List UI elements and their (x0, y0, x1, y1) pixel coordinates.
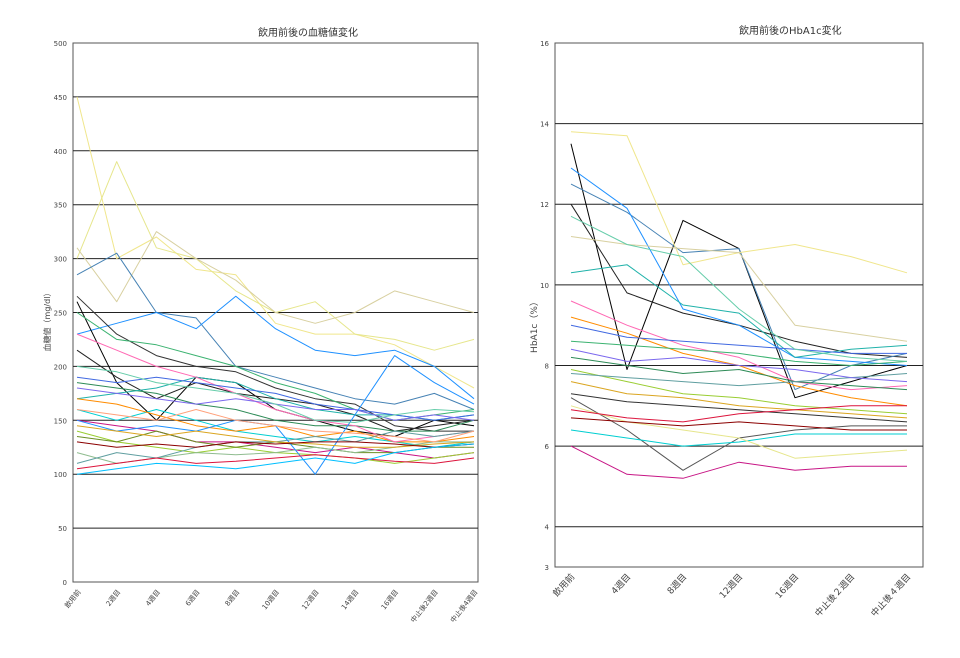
y-tick-label: 250 (54, 310, 67, 318)
series-line-3 (570, 183, 908, 391)
x-tick-label: 中止後４週目 (868, 571, 913, 619)
series-line-27 (76, 365, 475, 423)
x-tick-label: 10週目 (260, 588, 281, 612)
series-line-7 (570, 264, 908, 358)
x-tick-label: 中止後２週目 (812, 571, 857, 619)
series-line-17 (570, 445, 907, 479)
x-tick-label: 16週目 (773, 572, 801, 601)
x-tick-label: 16週目 (379, 588, 400, 612)
series-line-8 (76, 295, 474, 432)
y-tick-label: 500 (54, 40, 67, 48)
x-tick-label: 6週目 (183, 588, 201, 608)
series-line-25 (76, 443, 475, 475)
series-line-12 (76, 409, 475, 448)
blood-glucose-chart-panel: 飲用前後の血糖値変化 0 50 100 150 200 250 300 350 400 450 50… (42, 28, 480, 625)
y-tick-label: 350 (54, 202, 67, 210)
x-tick-label: 中止後4週目 (448, 588, 479, 625)
x-tick-label: 12週目 (717, 572, 745, 601)
series-line-18 (76, 441, 474, 464)
plot-frame (554, 42, 924, 568)
y-tick-label: 4 (545, 524, 550, 532)
y-tick-label: 6 (545, 443, 550, 451)
y-tick-label: 12 (540, 201, 549, 209)
x-tick-label: 8週目 (223, 588, 241, 608)
x-tick-label: 飲用前 (63, 588, 83, 610)
y-tick-label: 8 (545, 362, 549, 370)
y-tick-label: 150 (54, 417, 67, 425)
series-line-20 (570, 405, 907, 423)
y-tick-label: 100 (54, 471, 67, 479)
y-tick-label: 0 (63, 579, 67, 587)
x-tick-label: 8週目 (665, 572, 689, 597)
x-tick-label: 飲用前 (550, 571, 577, 599)
series-line-3 (76, 231, 475, 324)
y-tick-label: 16 (540, 40, 549, 48)
series-line-11 (570, 356, 908, 391)
x-tick-label: 中止後2週目 (408, 588, 439, 625)
series-line-13 (570, 381, 908, 419)
x-tick-label: 4週目 (609, 572, 633, 597)
series-line-28 (76, 409, 475, 443)
y-tick-label: 50 (58, 525, 67, 533)
x-tick-label: 4週目 (144, 588, 162, 608)
series-line-21 (570, 417, 907, 431)
series-line-2 (76, 161, 475, 351)
series-line-1 (570, 143, 908, 399)
series-line-12 (570, 369, 908, 415)
series-line-14 (76, 333, 475, 443)
series-line-22 (76, 425, 475, 448)
hba1c-chart-panel: 飲用前後のHbA1c変化 3 4 6 8 10 12 14 16 HbA1c（%） 飲用前 4週目 8… (495, 0, 960, 658)
series-line-23 (76, 454, 475, 470)
y-axis-label: 血糖値（mg/dl） (42, 289, 52, 352)
series-line-10 (570, 340, 908, 366)
y-tick-label: 14 (540, 121, 549, 129)
y-tick-label: 200 (54, 363, 67, 371)
x-tick-label: 14週目 (339, 588, 360, 612)
y-tick-label: 450 (54, 94, 67, 102)
series-line-14 (570, 393, 908, 423)
y-tick-label: 400 (54, 148, 67, 156)
series-line-15 (76, 419, 475, 459)
series-line-8 (570, 300, 908, 391)
y-axis-label: HbA1c（%） (529, 297, 540, 353)
hba1c-chart-title: 飲用前後のHbA1c変化 (739, 26, 842, 37)
series-line-4 (76, 252, 475, 410)
series-line-10 (76, 382, 475, 432)
series-line-24 (76, 441, 475, 448)
y-tick-label: 10 (540, 282, 549, 290)
x-tick-label: 2週目 (104, 588, 122, 608)
series-line-19 (570, 324, 907, 354)
series-line-16 (570, 429, 907, 447)
series-line-5 (76, 295, 475, 400)
series-line-5 (570, 131, 908, 274)
y-tick-label: 300 (54, 256, 67, 264)
series-line-23 (570, 215, 908, 362)
blood-glucose-chart-title: 飲用前後の血糖値変化 (258, 28, 358, 39)
y-tick-label: 3 (545, 564, 549, 572)
blood-glucose-chart: 0 50 100 150 200 250 300 350 400 450 500 血糖値（mg/dl）… (42, 40, 480, 625)
x-tick-label: 12週目 (300, 588, 321, 612)
series-line-4 (570, 167, 908, 366)
series-line-24 (570, 348, 908, 383)
series-line-1 (76, 96, 475, 389)
